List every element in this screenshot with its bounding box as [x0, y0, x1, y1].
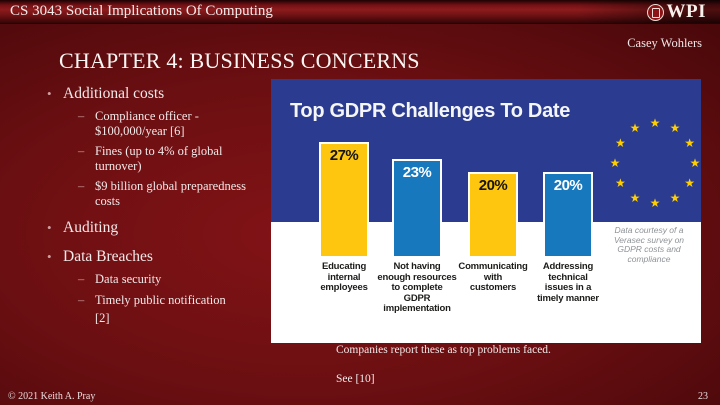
- bullet-text: $9 billion global preparedness costs: [95, 179, 247, 208]
- chart-category-label: Communicating with customers: [458, 261, 528, 293]
- bar-value-label: 27%: [329, 147, 359, 164]
- eu-star-icon: ★: [669, 190, 681, 205]
- eu-star-icon: ★: [629, 121, 641, 136]
- bullet-text: Compliance officer - $100,000/year [6]: [95, 109, 199, 138]
- page-number: 23: [698, 391, 708, 402]
- bullet-marker: •: [47, 86, 52, 101]
- bullet-item: – Compliance officer - $100,000/year [6]: [46, 109, 247, 138]
- bullet-text: Timely public notification: [95, 292, 226, 307]
- bullet-list: • Additional costs – Compliance officer - $…: [46, 85, 284, 326]
- wpi-seal-icon: [646, 3, 664, 21]
- chart-category-label: Addressing technical issues in a timely man…: [537, 261, 599, 304]
- bar-value-label: 20%: [478, 177, 508, 194]
- chart-source-note: Data courtesy of a Verasec survey on GDP…: [613, 225, 685, 264]
- chart-bar: 27%: [319, 142, 369, 258]
- eu-star-icon: ★: [649, 116, 661, 130]
- bullet-text: Additional costs: [63, 85, 165, 102]
- copyright: © 2021 Keith A. Pray: [8, 391, 96, 402]
- author-name: Casey Wohlers: [627, 36, 702, 50]
- bullet-text: [2]: [95, 311, 110, 325]
- eu-star-icon: ★: [629, 190, 641, 205]
- bullet-text: Auditing: [63, 219, 119, 236]
- bullet-item: – $9 billion global preparedness costs: [46, 179, 247, 208]
- bullet-text: Fines (up to 4% of global turnover): [95, 144, 223, 173]
- chart-bar: 20%: [543, 172, 593, 258]
- bullet-item: • Data Breaches: [46, 248, 284, 266]
- bullet-marker: –: [78, 109, 85, 123]
- eu-star-icon: ★: [614, 136, 626, 150]
- eu-star-icon: ★: [649, 196, 661, 210]
- caption-text: Companies report these as top problems f…: [336, 344, 551, 356]
- chart-bars: 27% Educating internal employees 23% Not havi…: [271, 79, 701, 343]
- bullet-marker: –: [78, 292, 85, 307]
- page-title: CHAPTER 4: BUSINESS CONCERNS: [59, 48, 420, 73]
- bar-value-label: 20%: [553, 177, 583, 194]
- bullet-marker: –: [78, 144, 85, 158]
- bullet-item: – Timely public notification: [46, 293, 247, 308]
- wpi-logo-text: WPI: [666, 1, 706, 22]
- footer: © 2021 Keith A. Pray 23: [8, 389, 708, 404]
- chart-category-label: Educating internal employees: [320, 261, 368, 293]
- bullet-marker: •: [47, 249, 52, 264]
- bar-value-label: 23%: [402, 164, 432, 181]
- chart-title: Top GDPR Challenges To Date: [290, 100, 571, 122]
- bullet-text: Data security: [95, 272, 162, 286]
- bullet-item: • Auditing: [46, 219, 284, 237]
- eu-star-icon: ★: [669, 121, 681, 136]
- caption: Companies report these as top problems f…: [336, 344, 551, 385]
- eu-star-icon: ★: [609, 156, 621, 170]
- bullet-text: Data Breaches: [63, 248, 153, 265]
- caption-reference: See [10]: [336, 373, 375, 385]
- bullet-item: [2]: [46, 311, 247, 326]
- wpi-logo: WPI: [646, 1, 707, 23]
- bullet-item: • Additional costs: [46, 85, 284, 103]
- eu-star-icon: ★: [614, 176, 626, 190]
- chart-bar: 20%: [468, 172, 518, 258]
- eu-star-icon: ★: [689, 156, 701, 170]
- bullet-marker: –: [78, 179, 85, 193]
- chart-bar: 23%: [392, 159, 442, 258]
- eu-star-icon: ★: [684, 176, 696, 190]
- bullet-marker: •: [47, 220, 52, 235]
- header-bar: CS 3043 Social Implications Of Computing…: [0, 0, 720, 24]
- eu-stars-circle: ★ ★ ★ ★ ★ ★ ★ ★ ★ ★ ★ ★: [271, 79, 701, 343]
- bullet-item: – Fines (up to 4% of global turnover): [46, 144, 247, 173]
- chart-category-label: Not having enough resources to complete GDP…: [377, 261, 457, 314]
- course-title: CS 3043 Social Implications Of Computing: [10, 3, 273, 19]
- eu-star-icon: ★: [684, 136, 696, 150]
- gdpr-chart-image: Top GDPR Challenges To Date ★ ★ ★ ★ ★ ★ ★ ★ ★ ★ ★ ★…: [271, 79, 701, 343]
- bullet-marker: –: [78, 272, 85, 286]
- bullet-item: – Data security: [46, 272, 247, 287]
